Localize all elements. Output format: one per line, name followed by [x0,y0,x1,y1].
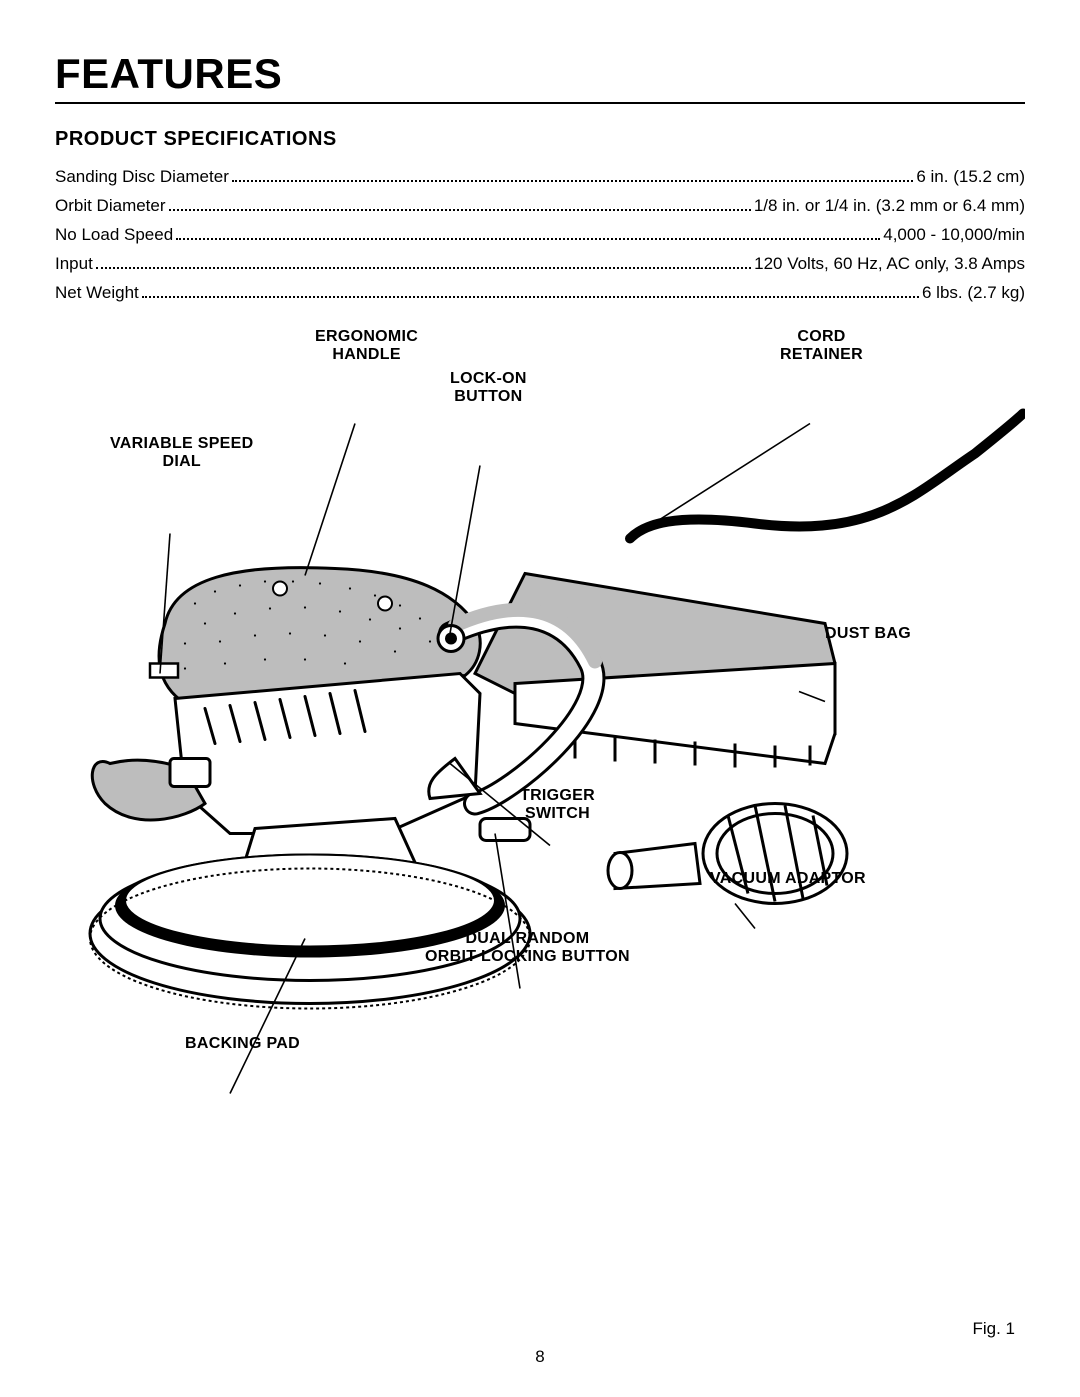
spec-value: 4,000 - 10,000/min [883,221,1025,250]
callout-text: BUTTON [454,388,522,405]
page-number: 8 [535,1347,544,1367]
callout-dust-bag: DUST BAG [825,625,911,643]
callout-text: ERGONOMIC [315,328,418,345]
callout-text: VACUUM ADAPTOR [710,870,866,887]
callout-dual-random-orbit: DUAL RANDOM ORBIT LOCKING BUTTON [425,930,630,967]
callout-text: RETAINER [780,346,863,363]
spec-row: No Load Speed 4,000 - 10,000/min [55,221,1025,250]
callout-backing-pad: BACKING PAD [185,1035,300,1053]
spec-row: Sanding Disc Diameter 6 in. (15.2 cm) [55,163,1025,192]
spec-value: 6 in. (15.2 cm) [916,163,1025,192]
spec-value: 120 Volts, 60 Hz, AC only, 3.8 Amps [754,250,1025,279]
callout-text: SWITCH [525,805,590,822]
callout-text: HANDLE [332,346,400,363]
callout-vacuum-adaptor: VACUUM ADAPTOR [710,870,866,888]
callout-variable-speed-dial: VARIABLE SPEED DIAL [110,435,253,472]
callout-text: BACKING PAD [185,1035,300,1052]
callout-text: DIAL [162,453,201,470]
callout-text: TRIGGER [520,787,595,804]
spec-dots [232,180,913,182]
callout-text: LOCK-ON [450,370,527,387]
spec-label: Orbit Diameter [55,192,166,221]
spec-row: Input 120 Volts, 60 Hz, AC only, 3.8 Amp… [55,250,1025,279]
callout-lock-on-button: LOCK-ON BUTTON [450,370,527,407]
spec-label: No Load Speed [55,221,173,250]
spec-value: 1/8 in. or 1/4 in. (3.2 mm or 6.4 mm) [754,192,1025,221]
diagram-area: ERGONOMIC HANDLE LOCK-ON BUTTON CORD RET… [55,300,1025,1327]
spec-dots [176,238,880,240]
spec-dots [169,209,751,211]
spec-label: Sanding Disc Diameter [55,163,229,192]
figure-caption: Fig. 1 [972,1319,1015,1339]
spec-dots [142,296,919,298]
callout-text: VARIABLE SPEED [110,435,253,452]
callout-cord-retainer: CORD RETAINER [780,328,863,365]
section-title: PRODUCT SPECIFICATIONS [55,128,1025,151]
callout-text: CORD [797,328,845,345]
page-title: FEATURES [55,50,1025,104]
spec-dots [96,267,751,269]
spec-table: Sanding Disc Diameter 6 in. (15.2 cm) Or… [55,163,1025,307]
callout-trigger-switch: TRIGGER SWITCH [520,787,595,824]
callout-text: ORBIT LOCKING BUTTON [425,948,630,965]
spec-label: Input [55,250,93,279]
callout-text: DUST BAG [825,625,911,642]
spec-row: Orbit Diameter 1/8 in. or 1/4 in. (3.2 m… [55,192,1025,221]
callout-ergonomic-handle: ERGONOMIC HANDLE [315,328,418,365]
callout-text: DUAL RANDOM [465,930,589,947]
